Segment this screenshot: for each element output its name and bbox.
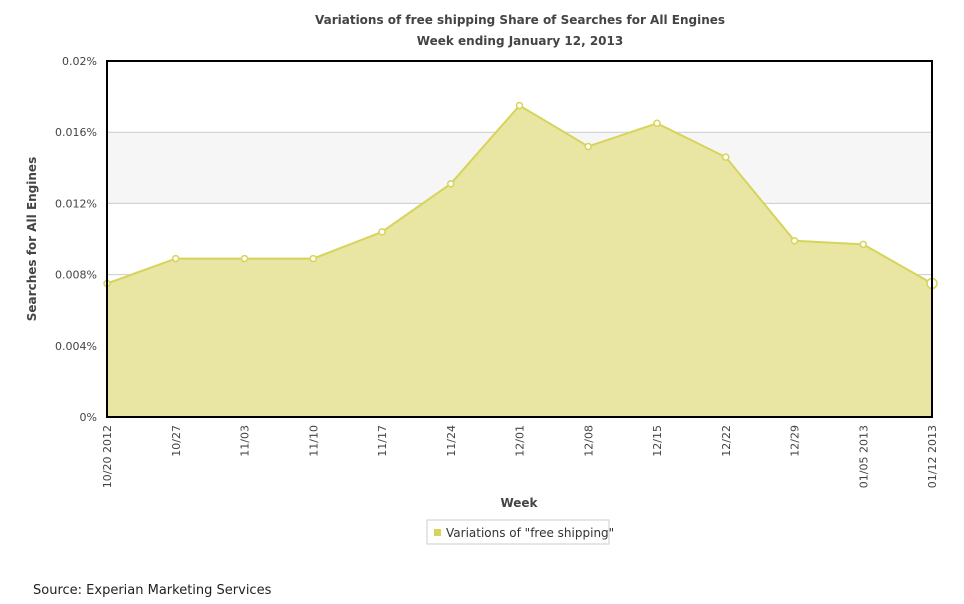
y-tick-label: 0.012% [55, 197, 97, 210]
y-axis-label: Searches for All Engines [25, 157, 39, 321]
x-tick-label: 10/20 2012 [101, 425, 114, 488]
plot-border [106, 60, 933, 418]
chart-subtitle: Week ending January 12, 2013 [417, 34, 623, 48]
x-tick-label: 12/08 [582, 425, 595, 457]
legend-box [426, 519, 610, 545]
data-point [859, 240, 867, 249]
x-tick-label: 12/22 [720, 425, 733, 457]
y-tick-label: 0% [80, 411, 97, 424]
data-point [515, 101, 524, 110]
data-point [790, 237, 799, 245]
y-tick-label: 0.008% [55, 269, 97, 282]
x-tick-label: 11/24 [445, 425, 458, 457]
y-tick-label: 0.02% [62, 55, 97, 68]
data-point [309, 254, 317, 263]
data-point [378, 228, 386, 236]
x-tick-label: 11/17 [376, 425, 389, 457]
y-tick-label: 0.004% [55, 340, 97, 353]
x-tick-label: 11/03 [239, 425, 252, 457]
x-axis-label: Week [500, 496, 538, 510]
x-tick-label: 10/27 [170, 425, 183, 457]
x-tick-label: 12/15 [651, 425, 664, 457]
data-point [722, 153, 730, 161]
legend[interactable]: Variations of "free shipping" [426, 519, 614, 545]
data-point [653, 119, 661, 128]
x-tick-label: 11/10 [307, 425, 320, 457]
source-note: Source: Experian Marketing Services [33, 583, 272, 598]
legend-swatch [434, 529, 441, 536]
y-tick-label: 0.016% [55, 126, 97, 139]
data-point [240, 254, 249, 263]
x-tick-label: 12/29 [789, 425, 802, 457]
data-point [172, 254, 180, 263]
x-tick-label: 12/01 [514, 425, 527, 457]
legend-label: Variations of "free shipping" [446, 526, 614, 540]
series-area [107, 105, 932, 417]
x-tick-label: 01/12 2013 [926, 425, 939, 488]
data-point [584, 142, 592, 151]
data-point [447, 180, 455, 188]
chart-title: Variations of free shipping Share of Sea… [315, 13, 725, 27]
x-tick-label: 01/05 2013 [857, 425, 870, 488]
